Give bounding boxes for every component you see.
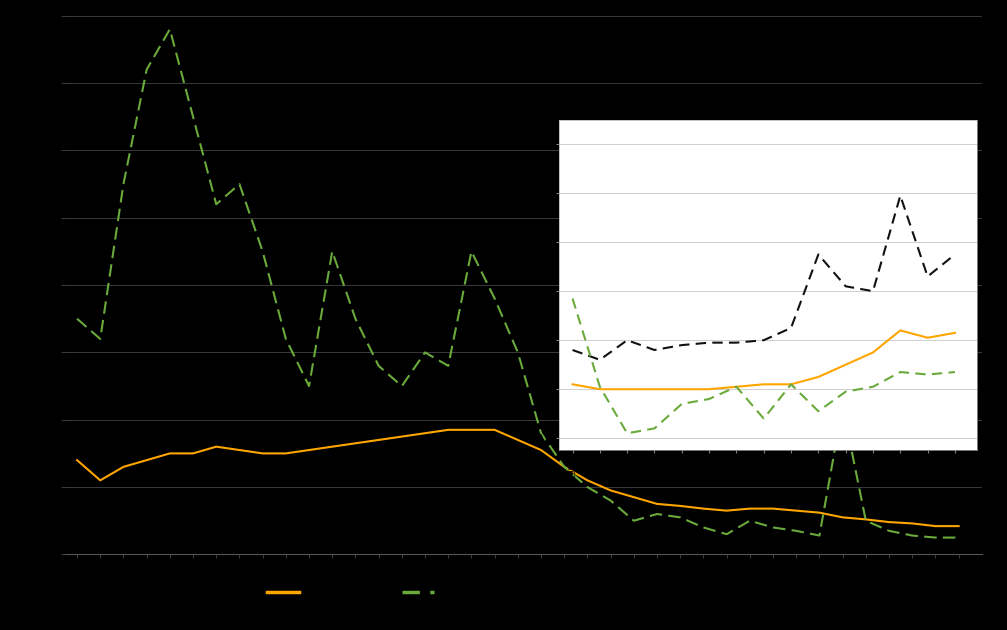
Y-axis label: %: % <box>521 275 530 285</box>
Legend: , : , <box>263 582 442 605</box>
